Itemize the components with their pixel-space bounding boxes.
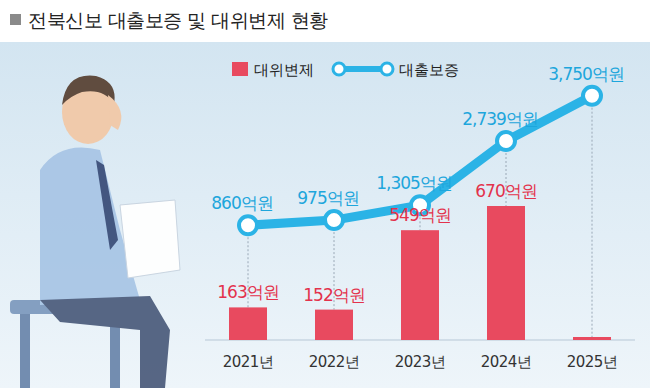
title: 전북신보 대출보증 및 대위변제 현황	[28, 9, 328, 31]
hair	[62, 76, 115, 105]
labels: 163억원 152억원 549억원 670억원 860억원 975억원 1,305억원 2,7…	[211, 64, 624, 305]
legend: 대위변제 대출보증	[232, 61, 459, 79]
legend-swatch	[381, 63, 393, 75]
data-label: 975억원	[297, 188, 358, 208]
line	[248, 96, 592, 226]
trousers	[40, 296, 170, 388]
x-tick-label: 2022년	[309, 353, 360, 371]
legend-label: 대출보증	[399, 61, 459, 79]
plot-area	[229, 87, 611, 340]
legend-swatch	[232, 62, 248, 76]
illustration	[10, 76, 180, 388]
data-label: 152억원	[303, 285, 364, 305]
tie	[96, 160, 118, 250]
paper	[120, 200, 180, 278]
chair-leg	[20, 314, 30, 388]
data-label: 3,750억원	[548, 64, 624, 84]
x-tick-label: 2023년	[395, 353, 446, 371]
data-label: 549억원	[389, 205, 450, 225]
marker	[497, 132, 515, 150]
guide-line	[592, 96, 593, 337]
bar	[401, 230, 439, 340]
data-label: 163억원	[217, 282, 278, 302]
legend-label: 대위변제	[254, 61, 314, 79]
title-bullet	[10, 14, 21, 25]
x-tick-label: 2021년	[223, 353, 274, 371]
data-label: 2,739억원	[462, 109, 538, 129]
bar	[315, 310, 353, 340]
marker	[325, 211, 343, 229]
hand	[108, 95, 121, 130]
data-label: 670억원	[475, 181, 536, 201]
legend-swatch	[333, 63, 345, 75]
x-tick-label: 2024년	[481, 353, 532, 371]
chart: 전북신보 대출보증 및 대위변제 현황 163억원 152억원 549억원 670억원 8…	[0, 0, 650, 388]
x-tick-label: 2025년	[567, 353, 618, 371]
data-label: 860억원	[211, 193, 272, 213]
data-label: 1,305억원	[376, 173, 452, 193]
panel	[0, 42, 650, 388]
bar	[487, 206, 525, 340]
background	[0, 0, 650, 388]
marker	[239, 216, 257, 234]
bar	[573, 337, 611, 340]
marker	[583, 87, 601, 105]
bar	[229, 307, 267, 340]
